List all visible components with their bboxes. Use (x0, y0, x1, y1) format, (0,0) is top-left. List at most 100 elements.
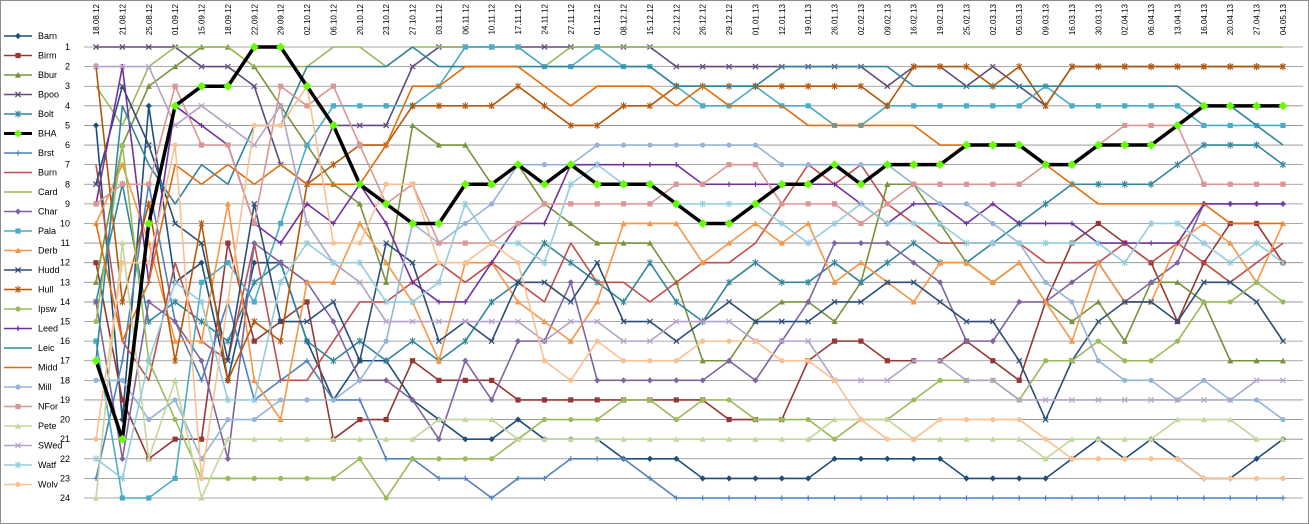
data-point (1254, 181, 1260, 187)
data-point (831, 239, 838, 247)
data-point (830, 160, 840, 170)
legend-marker (14, 91, 22, 98)
data-point (937, 201, 943, 207)
data-point (726, 63, 733, 70)
data-point (93, 201, 99, 207)
data-point (620, 142, 627, 148)
data-point (645, 179, 655, 189)
data-point (1280, 475, 1286, 481)
data-point (884, 181, 891, 187)
data-point (699, 436, 706, 442)
data-point (462, 200, 469, 208)
data-point (1042, 455, 1049, 462)
data-point (146, 260, 152, 266)
x-tick-label: 06.04.13 (1147, 3, 1156, 35)
data-point (673, 455, 680, 462)
data-point (92, 298, 100, 306)
data-point (779, 358, 785, 364)
data-point (1252, 101, 1262, 111)
data-point (1227, 299, 1233, 305)
data-point (1122, 377, 1128, 383)
data-point (198, 63, 205, 70)
data-point (673, 162, 679, 168)
data-point (225, 299, 231, 305)
data-point (989, 239, 996, 247)
data-point (1068, 279, 1076, 286)
data-point (594, 377, 601, 384)
data-point (1069, 456, 1075, 462)
data-point (936, 279, 944, 286)
data-point (1201, 299, 1207, 305)
data-point (647, 475, 653, 481)
data-point (1280, 161, 1286, 169)
data-point (1174, 396, 1181, 403)
data-point (594, 416, 600, 423)
data-point (989, 338, 996, 345)
data-point (646, 377, 654, 384)
data-point (224, 63, 231, 70)
data-point (1095, 318, 1102, 325)
data-point (805, 475, 812, 482)
data-point (1199, 101, 1209, 111)
data-point (963, 181, 970, 187)
data-point (1201, 475, 1207, 481)
legend-marker (15, 52, 21, 59)
data-point (541, 397, 548, 403)
y-tick-label: 6 (65, 140, 70, 150)
data-point (251, 142, 258, 149)
data-point (647, 358, 653, 364)
data-point (198, 240, 205, 247)
data-point (304, 239, 311, 247)
data-point (1042, 416, 1049, 423)
data-point (172, 436, 178, 442)
legend-item-hull: Hull (4, 285, 54, 295)
data-point (1043, 220, 1049, 227)
data-point (514, 436, 522, 442)
data-point (356, 259, 363, 267)
data-point (330, 357, 337, 365)
data-point (935, 160, 945, 170)
data-point (910, 357, 917, 364)
data-point (409, 436, 416, 442)
data-point (435, 338, 442, 345)
data-point (251, 416, 257, 423)
data-point (251, 239, 258, 247)
data-point (857, 239, 865, 247)
legend-item-brst: Brst (4, 148, 55, 158)
data-point (594, 44, 600, 50)
data-point (673, 358, 679, 364)
data-point (673, 338, 680, 345)
data-point (409, 63, 416, 70)
x-tick-label: 22.09.12 (250, 3, 259, 35)
legend-label: Brst (38, 148, 55, 158)
legend-marker (15, 481, 21, 488)
x-tick-label: 19.02.13 (936, 3, 945, 35)
data-point (303, 279, 311, 285)
y-tick-label: 5 (65, 120, 70, 130)
data-point (778, 239, 785, 246)
data-point (172, 298, 179, 306)
data-point (1095, 239, 1102, 247)
data-point (646, 455, 654, 462)
series-line-midd (95, 65, 1283, 342)
data-point (752, 162, 759, 168)
data-point (515, 279, 522, 286)
data-point (752, 338, 759, 344)
data-point (1280, 259, 1286, 267)
data-point (409, 337, 416, 345)
data-point (383, 495, 389, 501)
data-point (567, 318, 574, 325)
data-point (383, 181, 389, 187)
data-point (752, 181, 759, 187)
data-point (963, 259, 970, 266)
data-point (699, 259, 706, 266)
y-tick-label: 3 (65, 81, 70, 91)
data-point (119, 416, 126, 423)
data-point (646, 239, 654, 246)
data-point (673, 495, 679, 501)
data-point (93, 318, 99, 325)
data-point (92, 220, 100, 227)
data-point (119, 455, 126, 462)
data-point (990, 181, 996, 187)
data-point (911, 495, 917, 501)
